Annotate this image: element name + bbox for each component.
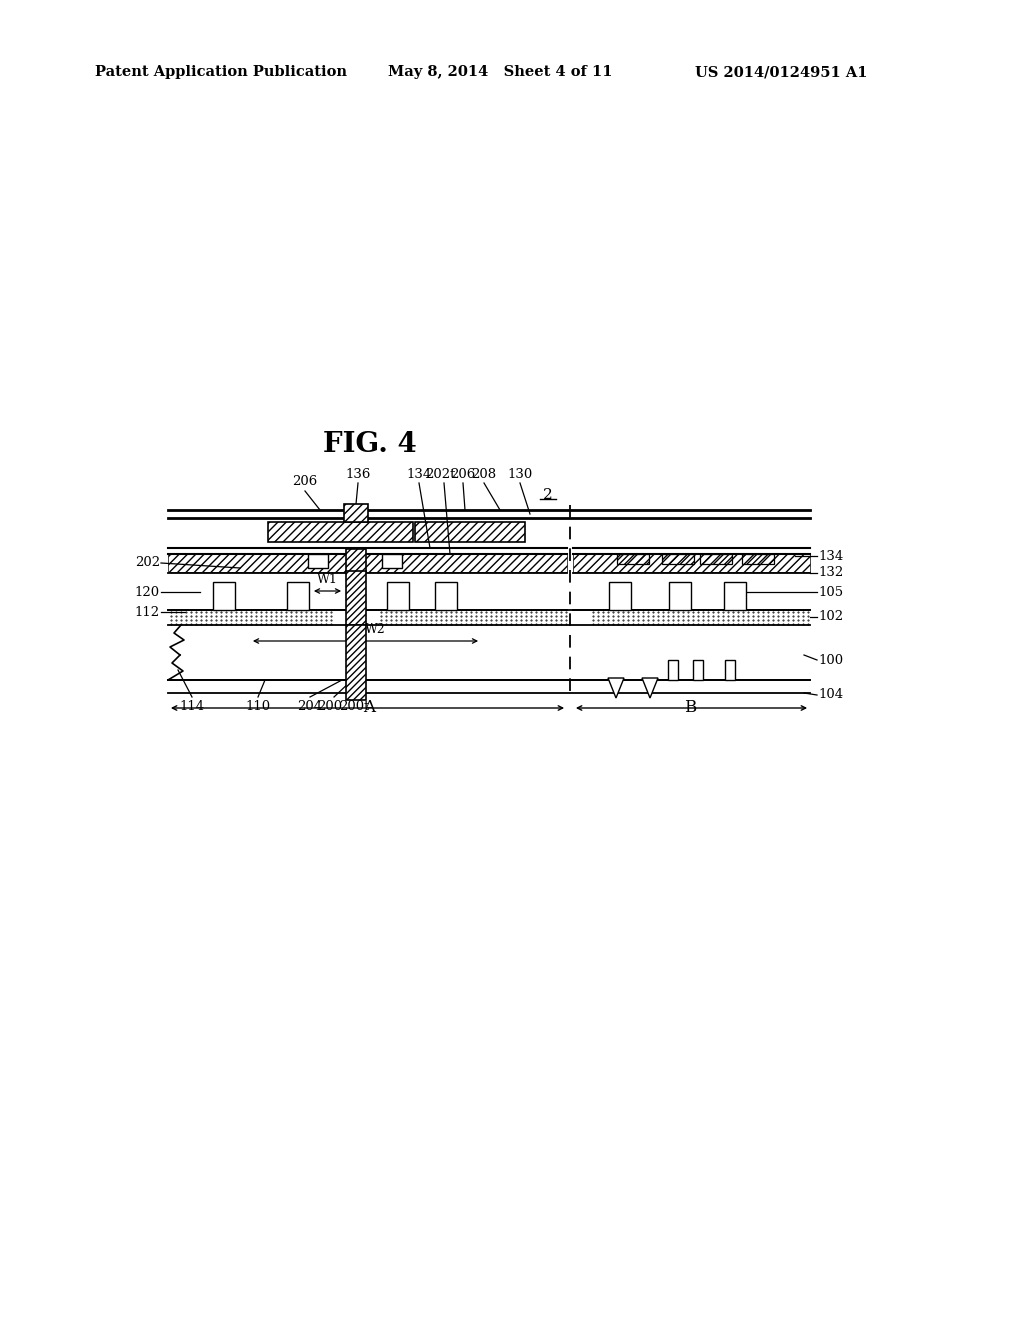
Polygon shape	[642, 678, 658, 698]
Text: 100: 100	[818, 653, 843, 667]
Text: 134: 134	[407, 469, 432, 480]
Bar	[346, 624, 366, 700]
Bar	[693, 660, 703, 680]
Bar	[382, 554, 402, 568]
Text: 200t: 200t	[339, 700, 370, 713]
Bar	[700, 554, 732, 564]
Bar	[435, 582, 457, 610]
Bar	[346, 572, 366, 624]
Bar	[662, 554, 694, 564]
Bar	[415, 521, 525, 543]
Text: Patent Application Publication: Patent Application Publication	[95, 65, 347, 79]
Text: 105: 105	[818, 586, 843, 598]
Text: 206: 206	[451, 469, 475, 480]
Text: 104: 104	[818, 689, 843, 701]
Bar	[168, 554, 567, 572]
Bar	[287, 582, 309, 610]
Text: 130: 130	[507, 469, 532, 480]
Text: US 2014/0124951 A1: US 2014/0124951 A1	[695, 65, 867, 79]
Bar	[346, 549, 366, 572]
Text: 134: 134	[818, 549, 843, 562]
Bar	[725, 660, 735, 680]
Bar	[308, 554, 328, 568]
Bar	[724, 582, 746, 610]
Bar	[213, 582, 234, 610]
Text: 112: 112	[135, 606, 160, 619]
Bar	[742, 554, 774, 564]
Bar	[609, 582, 631, 610]
Text: 204: 204	[297, 700, 323, 713]
Text: 2: 2	[543, 488, 553, 502]
Bar	[669, 582, 691, 610]
Text: W2: W2	[366, 623, 386, 636]
Text: 114: 114	[179, 700, 205, 713]
Text: FIG. 4: FIG. 4	[324, 432, 417, 458]
Bar	[668, 660, 678, 680]
Text: W1: W1	[317, 573, 338, 586]
Text: 206: 206	[293, 475, 317, 488]
Text: 202t: 202t	[425, 469, 456, 480]
Text: 132: 132	[818, 566, 843, 579]
Polygon shape	[608, 678, 624, 698]
Text: 136: 136	[345, 469, 371, 480]
Text: May 8, 2014   Sheet 4 of 11: May 8, 2014 Sheet 4 of 11	[388, 65, 612, 79]
Text: 202: 202	[135, 557, 160, 569]
Text: 200: 200	[317, 700, 343, 713]
Bar	[617, 554, 649, 564]
Text: 120: 120	[135, 586, 160, 598]
Bar	[387, 582, 409, 610]
Text: 102: 102	[818, 610, 843, 623]
Bar	[268, 521, 413, 543]
Bar	[573, 554, 810, 572]
Bar	[344, 504, 368, 521]
Text: B: B	[684, 700, 696, 715]
Text: A: A	[362, 700, 375, 715]
Text: 110: 110	[246, 700, 270, 713]
Text: 208: 208	[471, 469, 497, 480]
